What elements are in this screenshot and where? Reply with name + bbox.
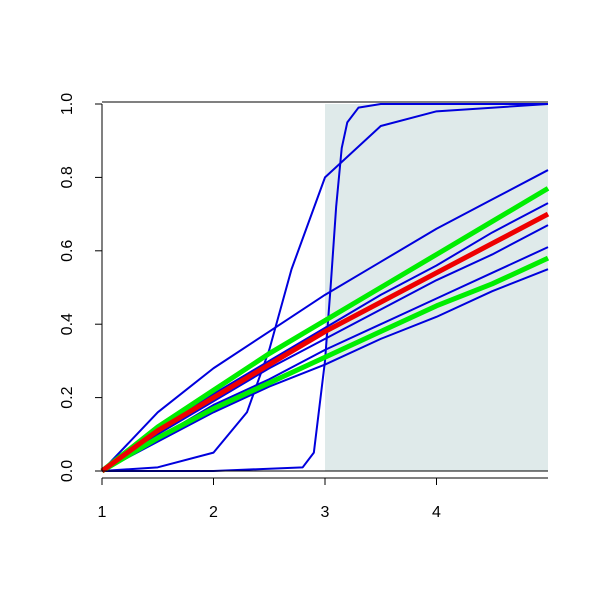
y-tick-label: 0.0: [59, 460, 76, 482]
x-tick-label: 3: [321, 504, 330, 521]
curve: [100, 211, 550, 474]
curve: [100, 255, 550, 474]
y-tick-label: 0.8: [59, 166, 76, 188]
y-tick-label: 0.2: [59, 386, 76, 408]
x-tick-label: 2: [209, 504, 218, 521]
x-tick-label: 4: [432, 504, 441, 521]
curve: [101, 268, 549, 472]
y-tick-label: 0.6: [59, 240, 76, 262]
shaded-region: [325, 104, 548, 471]
curve: [101, 103, 549, 472]
x-tick-label: 1: [98, 504, 107, 521]
y-tick-label: 0.4: [59, 313, 76, 335]
curve: [101, 169, 549, 472]
y-tick-label: 1.0: [59, 93, 76, 115]
curve: [102, 103, 548, 472]
curve: [100, 186, 550, 473]
curve: [101, 224, 549, 472]
